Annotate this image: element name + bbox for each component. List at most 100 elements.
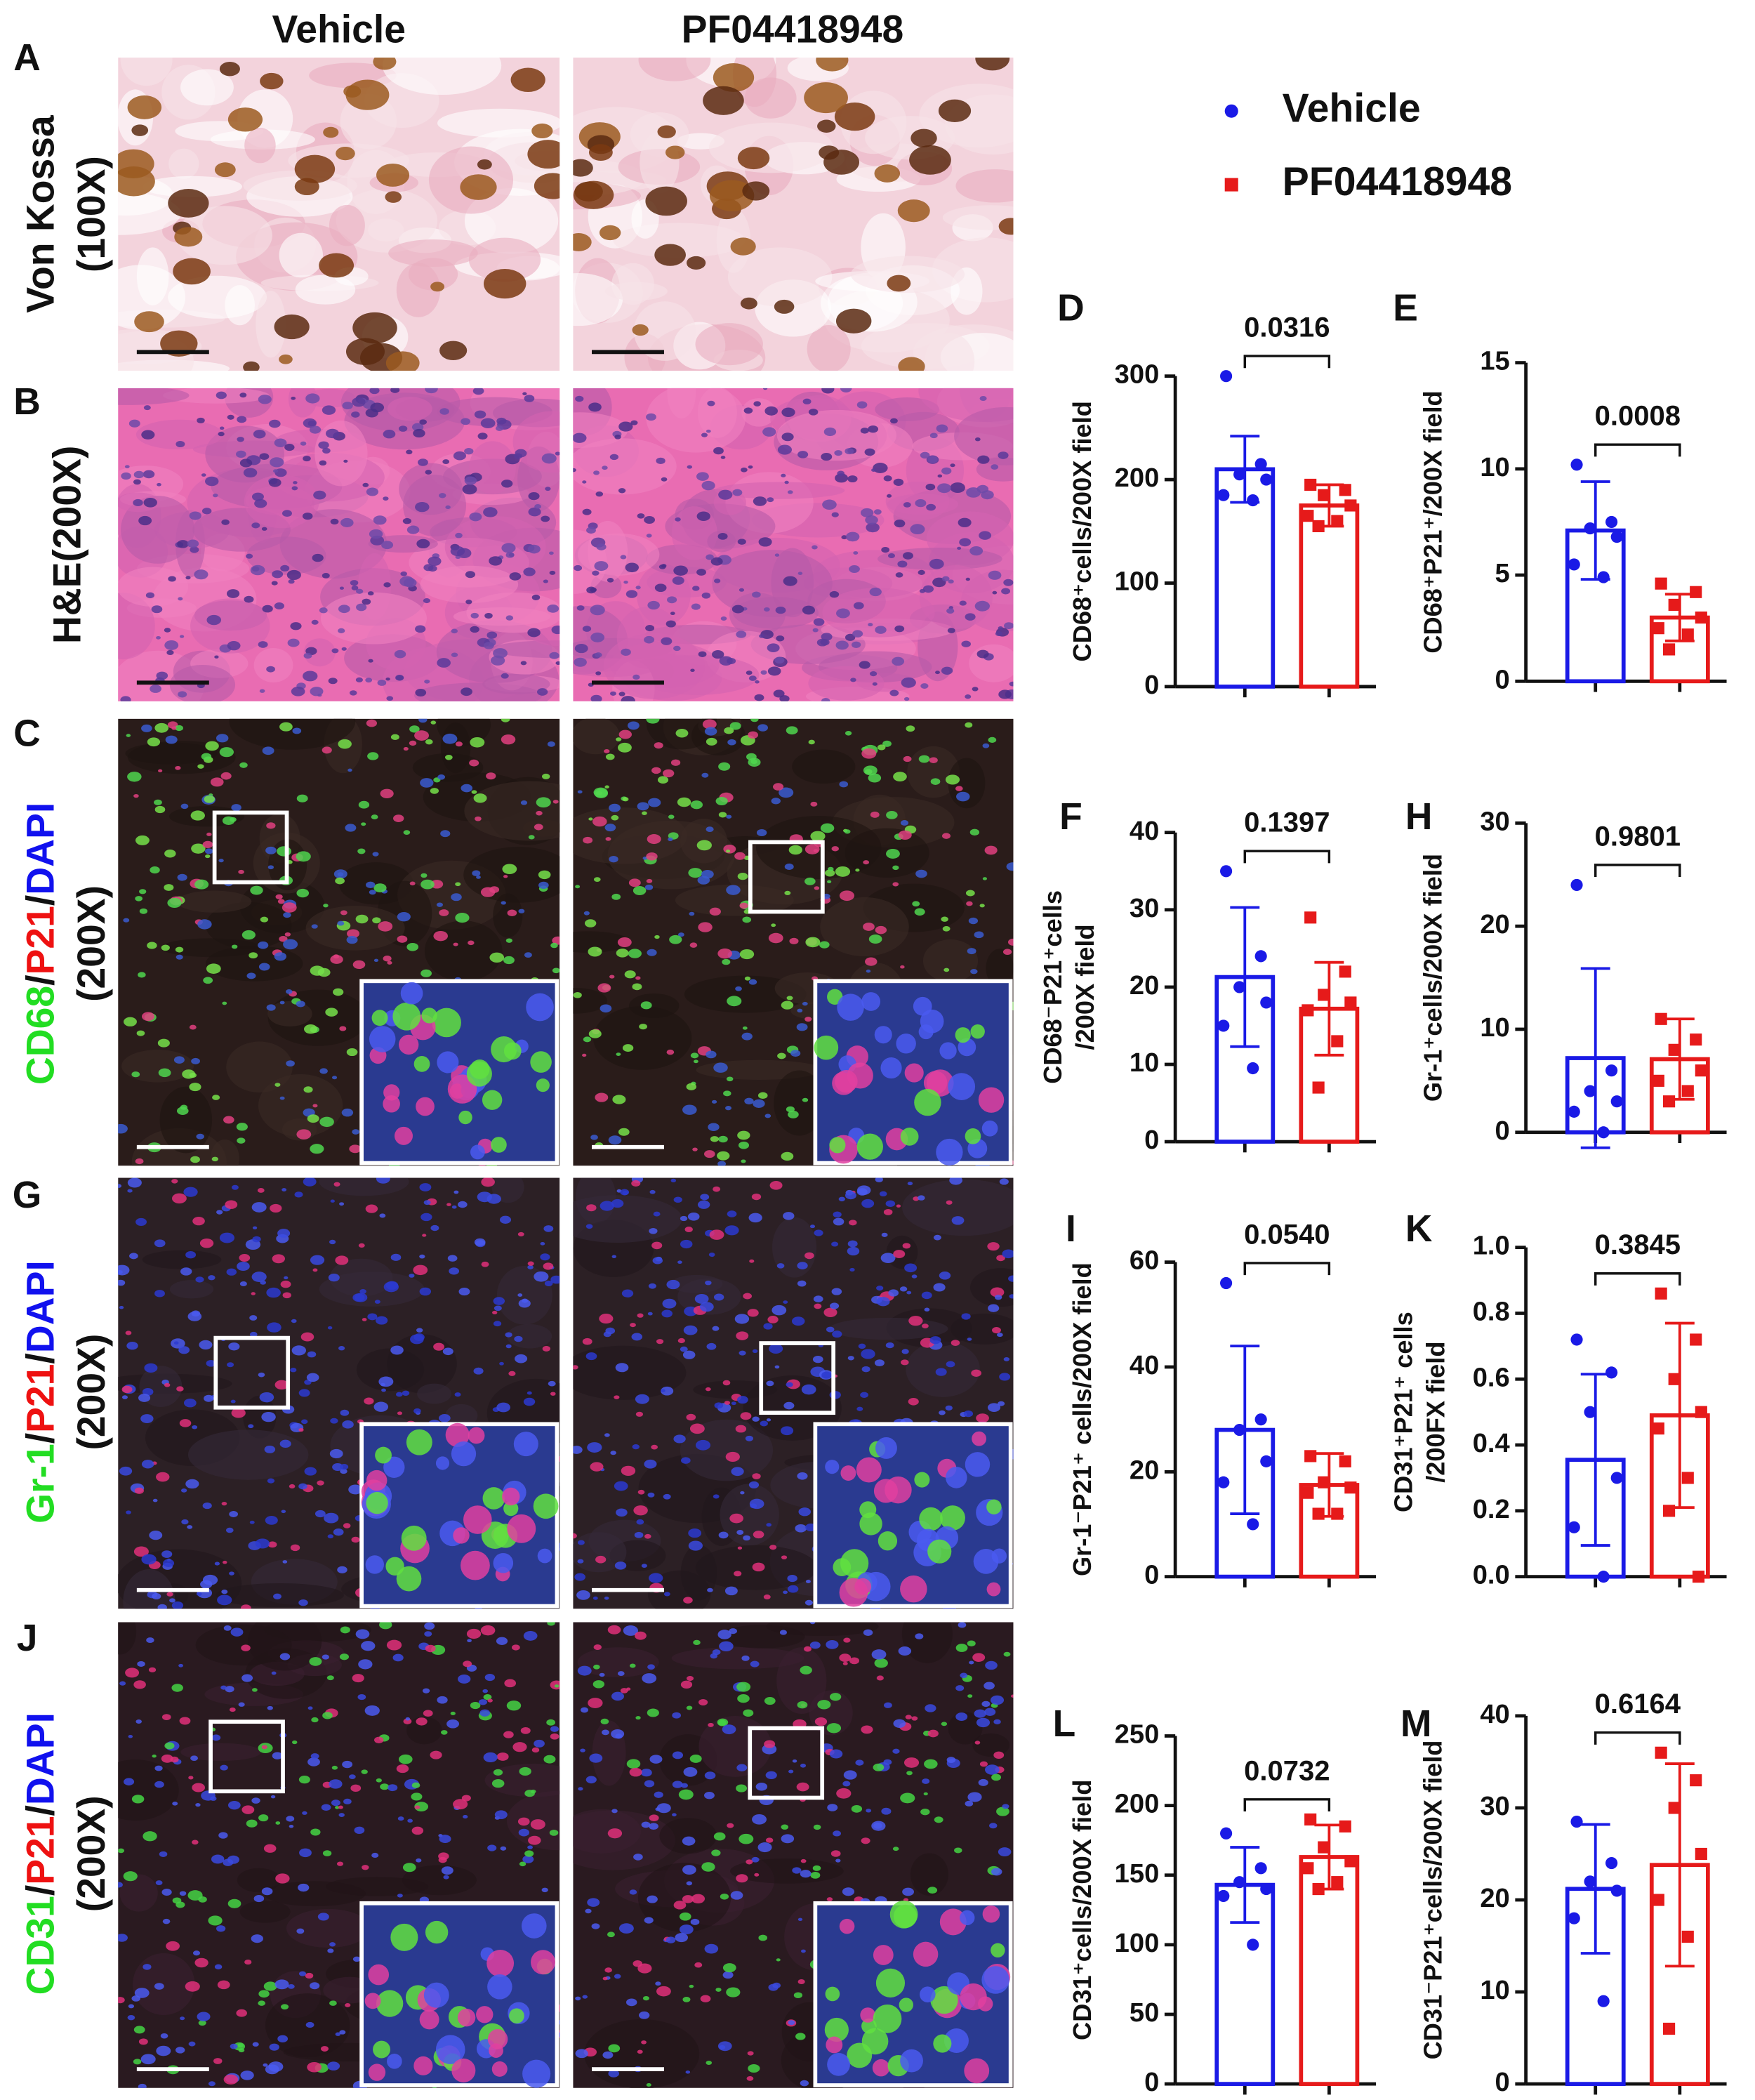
error-bar xyxy=(1230,906,1260,1048)
inset-cell xyxy=(526,993,554,1022)
cell xyxy=(322,1712,333,1719)
cell xyxy=(541,1887,548,1893)
tissue xyxy=(490,640,560,659)
cell xyxy=(679,1924,694,1934)
row-label: (100X) xyxy=(69,156,112,272)
cell xyxy=(267,1705,273,1710)
cell xyxy=(961,1313,971,1320)
cell xyxy=(164,884,174,891)
cell xyxy=(238,2048,245,2053)
error-bar xyxy=(1314,960,1344,1057)
cell xyxy=(356,588,364,594)
data-point xyxy=(1318,1841,1330,1854)
cell xyxy=(188,1776,194,1780)
cell xyxy=(403,578,417,588)
data-point xyxy=(1339,965,1351,978)
tissue xyxy=(329,1258,393,1297)
cell xyxy=(718,1531,729,1539)
cell xyxy=(251,1934,263,1943)
cell xyxy=(990,1287,1005,1297)
cell xyxy=(853,602,864,609)
cell xyxy=(592,816,607,827)
cell xyxy=(416,1717,428,1726)
cell xyxy=(275,894,283,899)
cell xyxy=(647,949,657,956)
cell xyxy=(649,1823,658,1830)
cell xyxy=(118,166,155,197)
panel-letter: G xyxy=(13,1175,42,1216)
cell xyxy=(339,2030,346,2035)
cell xyxy=(746,1859,753,1865)
cell xyxy=(519,1766,531,1776)
cell xyxy=(322,746,332,754)
inset-cell xyxy=(486,1949,515,1977)
cell xyxy=(430,1224,439,1231)
cell xyxy=(549,570,556,575)
tissue xyxy=(774,1070,825,1136)
cell xyxy=(484,612,493,619)
cell xyxy=(524,952,532,958)
cell xyxy=(709,1229,724,1240)
cell xyxy=(835,866,851,877)
cell xyxy=(196,1133,204,1140)
cell xyxy=(900,1792,915,1804)
cell xyxy=(440,1730,448,1735)
inset-cell xyxy=(390,1923,418,1951)
error-bar xyxy=(1580,1373,1610,1547)
cell xyxy=(156,2045,171,2056)
cell xyxy=(266,666,275,673)
cell xyxy=(250,564,265,576)
tissue xyxy=(573,931,631,953)
micrograph xyxy=(573,1177,1014,1609)
cell xyxy=(465,571,476,579)
cell xyxy=(134,311,164,333)
cell xyxy=(518,1828,529,1837)
data-point xyxy=(1344,996,1357,1009)
cell xyxy=(522,1855,534,1863)
cell xyxy=(460,174,497,200)
data-point xyxy=(1655,577,1667,590)
cell xyxy=(879,1191,887,1197)
cell xyxy=(338,1813,345,1818)
cell xyxy=(481,1177,495,1187)
inset-cell xyxy=(482,1487,505,1510)
cell xyxy=(491,1778,505,1788)
y-tick-label: 0 xyxy=(1144,670,1159,700)
cell xyxy=(682,1865,696,1875)
cell xyxy=(197,2012,211,2021)
significance-bracket xyxy=(1243,1798,1331,1811)
cell xyxy=(845,448,854,455)
cell xyxy=(446,1719,460,1729)
data-point xyxy=(1695,1406,1707,1418)
cell xyxy=(168,576,176,582)
cell xyxy=(164,1742,175,1750)
cell xyxy=(150,866,160,874)
cell xyxy=(796,1782,809,1792)
inset-cell xyxy=(365,1555,384,1574)
cell xyxy=(612,1095,626,1104)
cell xyxy=(602,1976,608,1981)
cell xyxy=(706,2060,713,2065)
cell xyxy=(592,1596,598,1600)
cell xyxy=(282,1188,287,1191)
cell xyxy=(802,605,816,615)
cell xyxy=(331,648,339,654)
cell xyxy=(948,579,954,584)
cell xyxy=(593,1664,600,1670)
cell xyxy=(965,577,970,581)
cell xyxy=(974,1709,986,1718)
cell xyxy=(959,600,967,606)
cell xyxy=(981,490,994,500)
cell xyxy=(982,877,987,880)
row-label-part: / xyxy=(18,1805,62,1816)
data-point xyxy=(1663,643,1676,656)
cell xyxy=(420,1213,432,1222)
cell xyxy=(298,1483,307,1490)
inset-cell xyxy=(960,1910,975,1926)
cell xyxy=(208,1275,216,1281)
cell xyxy=(500,1846,507,1851)
cell xyxy=(819,145,840,160)
cell xyxy=(131,1995,140,2002)
data-point xyxy=(1568,1105,1580,1118)
cell xyxy=(706,429,711,433)
